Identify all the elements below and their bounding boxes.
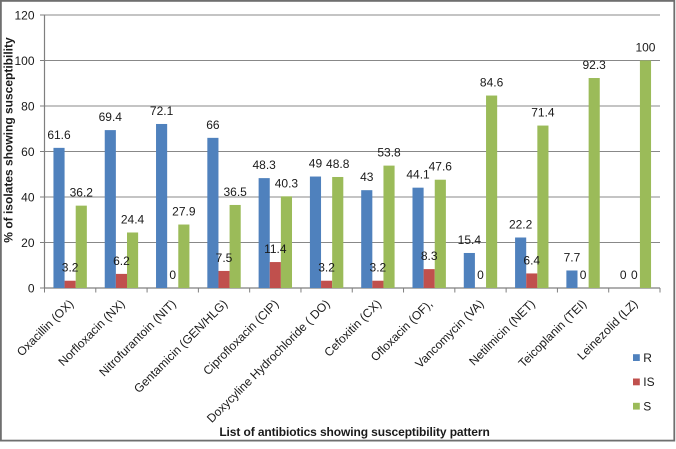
svg-text:92.3: 92.3 [583,58,607,72]
svg-text:IS: IS [643,375,654,389]
svg-text:80: 80 [21,99,35,113]
svg-text:15.4: 15.4 [458,233,482,247]
svg-text:72.1: 72.1 [150,104,174,118]
svg-text:27.9: 27.9 [172,205,196,219]
svg-text:71.4: 71.4 [531,106,555,120]
svg-text:24.4: 24.4 [121,213,145,227]
svg-text:100: 100 [14,54,34,68]
svg-text:40.3: 40.3 [275,176,299,190]
svg-text:11.4: 11.4 [264,242,287,256]
svg-text:3.2: 3.2 [370,261,387,275]
svg-text:R: R [643,351,652,365]
svg-text:0: 0 [477,268,484,282]
svg-text:% of isolates showing suscepti: % of isolates showing susceptibility [2,37,16,243]
svg-text:44.1: 44.1 [406,168,430,182]
svg-text:61.6: 61.6 [47,128,71,142]
svg-text:53.8: 53.8 [377,146,401,160]
svg-text:49: 49 [309,157,323,171]
svg-text:36.5: 36.5 [223,185,247,199]
svg-text:48.8: 48.8 [326,157,350,171]
svg-text:47.6: 47.6 [429,160,453,174]
svg-text:0: 0 [631,268,638,282]
svg-text:List of antibiotics showing su: List of antibiotics showing susceptibili… [219,425,489,439]
svg-text:S: S [643,400,651,414]
svg-text:84.6: 84.6 [480,76,504,90]
svg-text:0: 0 [169,268,176,282]
svg-text:3.2: 3.2 [62,261,79,275]
svg-text:40: 40 [21,190,35,204]
svg-text:0: 0 [620,268,627,282]
svg-text:120: 120 [14,8,34,22]
svg-text:7.7: 7.7 [564,251,581,265]
svg-text:100: 100 [635,41,655,55]
svg-text:8.3: 8.3 [421,249,438,263]
svg-text:66: 66 [206,118,220,132]
svg-text:6.4: 6.4 [523,253,540,267]
svg-text:22.2: 22.2 [509,218,533,232]
svg-text:0: 0 [580,268,587,282]
svg-text:6.2: 6.2 [113,254,130,268]
svg-text:43: 43 [360,170,374,184]
svg-text:60: 60 [21,145,35,159]
svg-text:48.3: 48.3 [253,158,277,172]
svg-text:20: 20 [21,236,35,250]
svg-text:3.2: 3.2 [318,261,335,275]
svg-text:69.4: 69.4 [99,110,123,124]
svg-text:36.2: 36.2 [70,186,94,200]
svg-text:0: 0 [28,281,35,295]
svg-text:7.5: 7.5 [216,251,233,265]
